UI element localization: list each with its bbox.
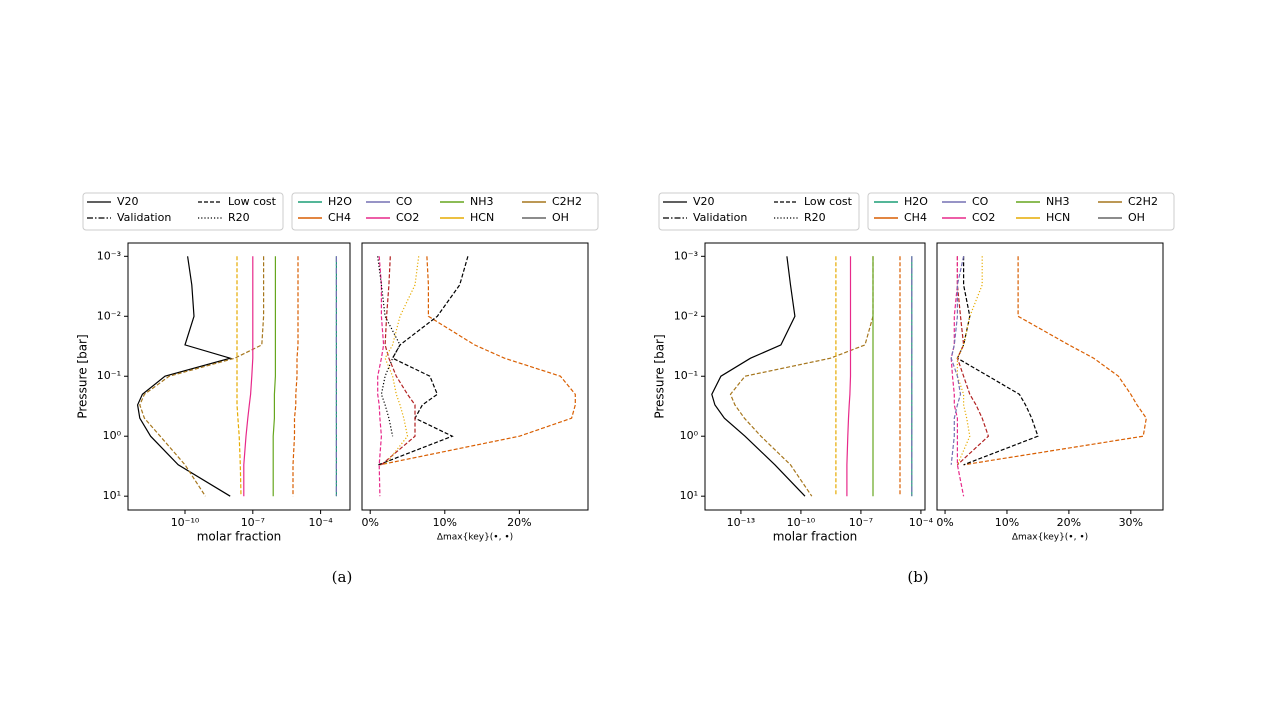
- y-tick-label: 10¹: [680, 489, 698, 502]
- legend-label: R20: [804, 211, 826, 224]
- y-tick-label: 10⁻²: [97, 309, 121, 322]
- legend-label: HCN: [470, 211, 494, 224]
- profile-line: [136, 256, 233, 497]
- profile-line: [956, 256, 983, 466]
- profile-line: [139, 256, 265, 497]
- legend-label: H2O: [904, 195, 928, 208]
- profile-line: [950, 256, 965, 497]
- x-tick-label: 10⁻¹⁰: [171, 516, 200, 529]
- legend-label: HCN: [1046, 211, 1070, 224]
- legend-label: CO: [972, 195, 989, 208]
- legend-label: Low cost: [228, 195, 277, 208]
- x-axis-label: Δmax{key}(•, •): [437, 533, 513, 543]
- y-axis-label: Pressure [bar]: [76, 334, 90, 418]
- profile-line: [950, 256, 965, 465]
- x-tick-label: 10⁻¹³: [727, 516, 756, 529]
- plot-frame: [361, 242, 589, 511]
- legend-label: V20: [693, 195, 715, 208]
- y-axis-label: Pressure [bar]: [653, 334, 667, 418]
- x-tick-label: 10⁻⁷: [849, 516, 873, 529]
- x-tick-label: 10⁻⁴: [308, 516, 333, 529]
- legend-label: Validation: [117, 211, 171, 224]
- profile-line: [292, 256, 299, 497]
- x-tick-label: 0%: [936, 516, 953, 529]
- y-tick-label: 10⁻¹: [674, 369, 698, 382]
- caption: (a): [332, 568, 353, 586]
- plot-frame: [127, 242, 351, 511]
- profile-line: [378, 256, 469, 466]
- legend-label: CH4: [904, 211, 927, 224]
- y-tick-label: 10⁻²: [674, 309, 698, 322]
- legend-label: Low cost: [804, 195, 853, 208]
- profile-line: [236, 256, 242, 497]
- y-tick-label: 10¹: [103, 489, 121, 502]
- profile-line: [377, 256, 385, 497]
- legend-label: V20: [117, 195, 139, 208]
- y-tick-label: 10⁻³: [97, 249, 121, 262]
- legend-label: C2H2: [1128, 195, 1158, 208]
- x-tick-label: 20%: [507, 516, 531, 529]
- x-tick-label: 10⁻⁷: [241, 516, 265, 529]
- legend-label: CO2: [972, 211, 995, 224]
- x-axis-label: molar fraction: [773, 530, 858, 544]
- profile-line: [377, 256, 401, 437]
- legend-label: R20: [228, 211, 250, 224]
- caption: (b): [907, 568, 928, 586]
- legend-label: H2O: [328, 195, 352, 208]
- legend-label: NH3: [1046, 195, 1070, 208]
- legend-label: CO2: [396, 211, 419, 224]
- profile-line: [379, 256, 576, 466]
- y-tick-label: 10⁰: [680, 429, 699, 442]
- y-tick-label: 10⁰: [103, 429, 122, 442]
- legend-box: [82, 192, 284, 231]
- legend-label: CO: [396, 195, 413, 208]
- x-axis-label: Δmax{key}(•, •): [1012, 533, 1088, 543]
- profile-line: [956, 256, 990, 466]
- legend-box: [658, 192, 860, 231]
- x-tick-label: 20%: [1057, 516, 1081, 529]
- x-axis-label: molar fraction: [197, 530, 282, 544]
- legend-label: Validation: [693, 211, 747, 224]
- profile-line: [272, 256, 276, 497]
- legend-label: C2H2: [552, 195, 582, 208]
- x-tick-label: 0%: [361, 516, 378, 529]
- profile-line: [381, 256, 416, 466]
- y-tick-label: 10⁻³: [674, 249, 698, 262]
- profile-line: [384, 256, 420, 466]
- profile-line: [729, 256, 874, 497]
- plot-frame: [704, 242, 926, 511]
- profile-line: [711, 256, 806, 497]
- legend-label: OH: [552, 211, 569, 224]
- x-tick-label: 10⁻⁴: [909, 516, 934, 529]
- profile-line: [956, 256, 1039, 466]
- x-tick-label: 30%: [1119, 516, 1143, 529]
- profile-line: [963, 256, 1147, 466]
- legend-label: CH4: [328, 211, 351, 224]
- legend-label: OH: [1128, 211, 1145, 224]
- y-tick-label: 10⁻¹: [97, 369, 121, 382]
- x-tick-label: 10%: [433, 516, 457, 529]
- x-tick-label: 10⁻¹⁰: [787, 516, 816, 529]
- profile-line: [846, 256, 852, 497]
- profile-line: [243, 256, 254, 497]
- legend-label: NH3: [470, 195, 494, 208]
- plot-frame: [936, 242, 1164, 511]
- x-tick-label: 10%: [995, 516, 1019, 529]
